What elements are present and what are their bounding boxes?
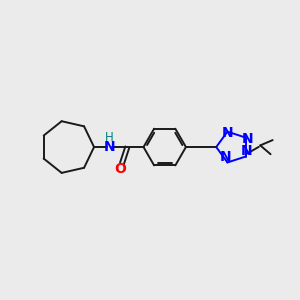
Text: N: N xyxy=(220,150,232,164)
Text: N: N xyxy=(222,126,233,140)
Text: N: N xyxy=(103,140,115,154)
Text: O: O xyxy=(115,161,127,176)
Text: H: H xyxy=(105,131,114,144)
Text: N: N xyxy=(241,144,253,158)
Text: N: N xyxy=(242,132,254,146)
